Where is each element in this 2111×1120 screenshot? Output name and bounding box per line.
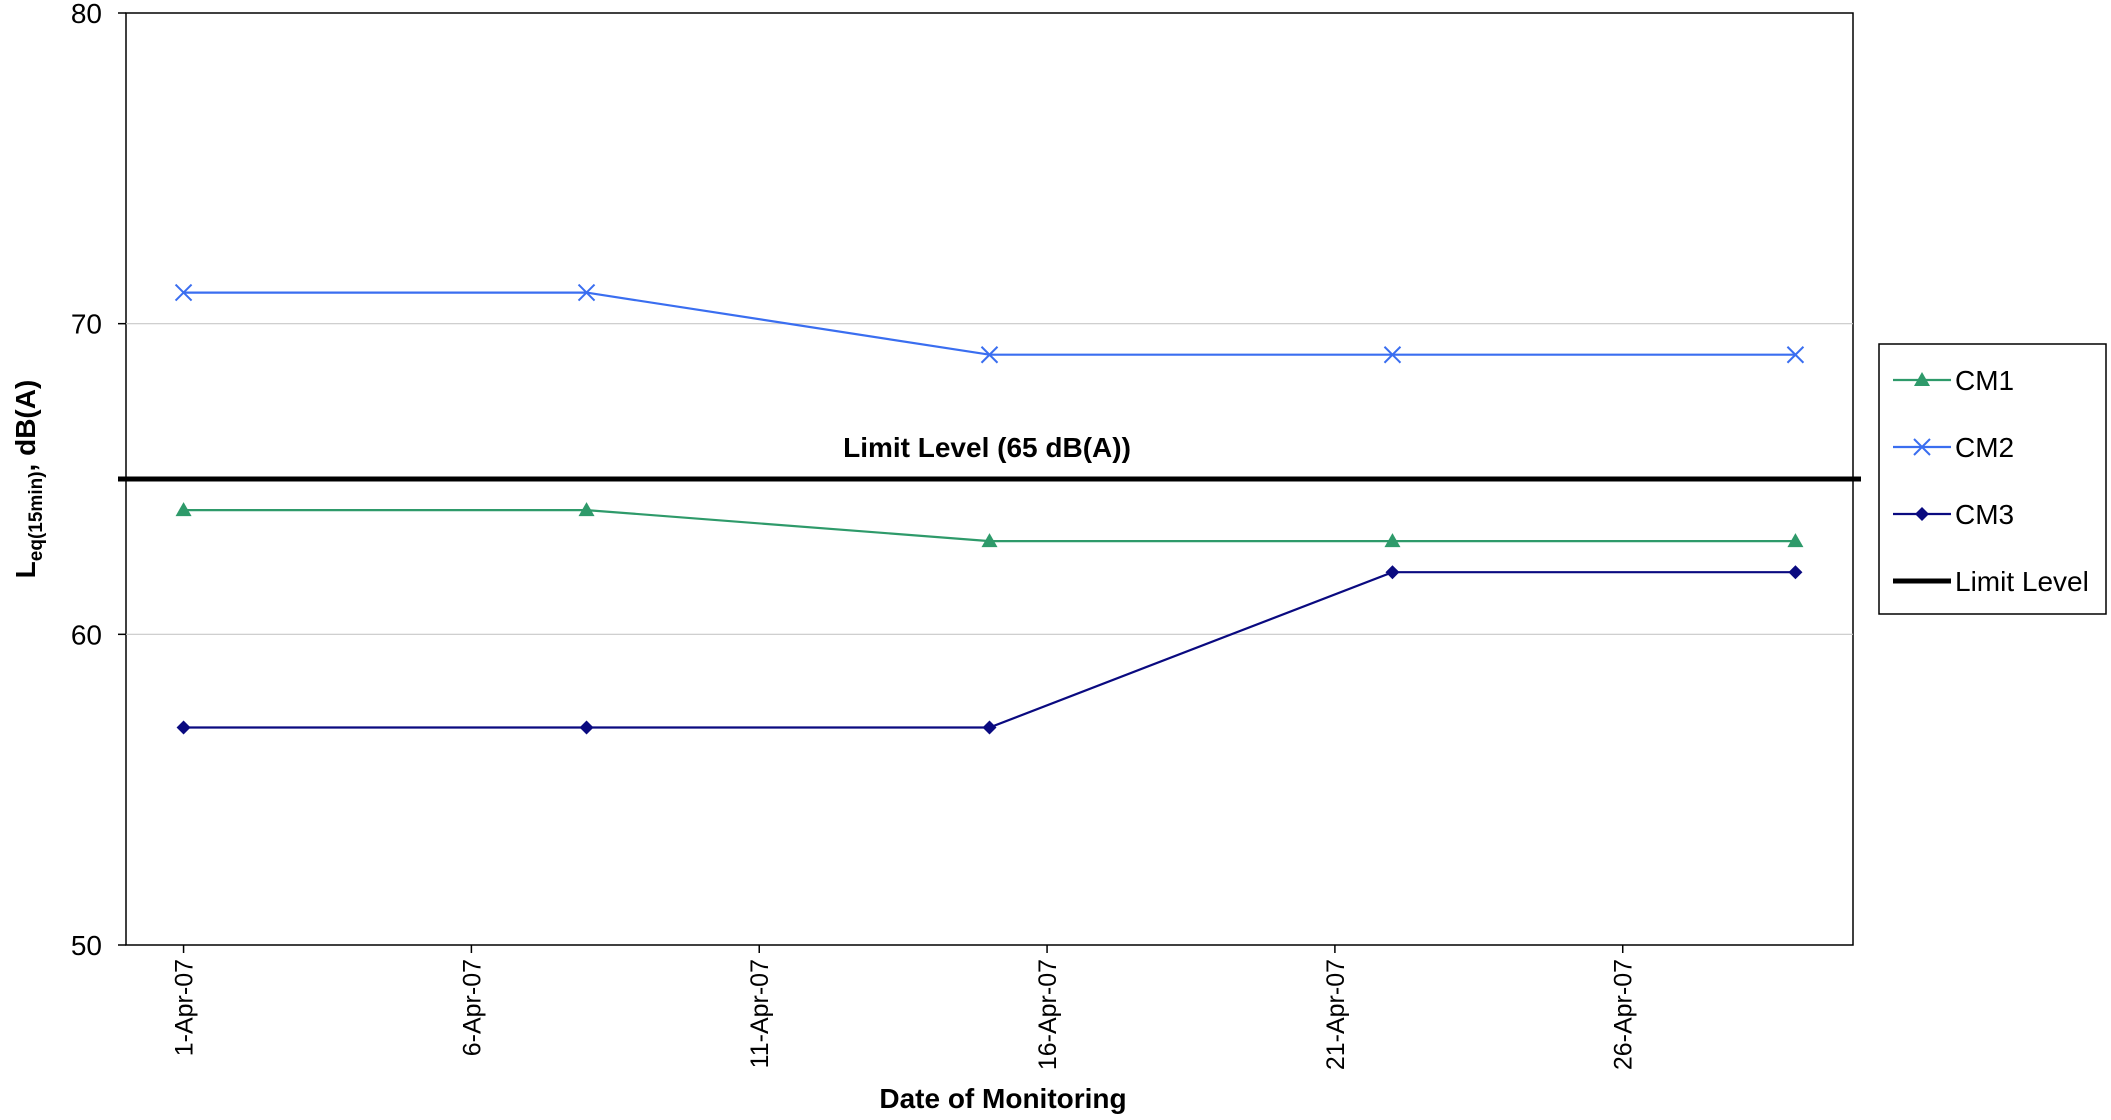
legend-label-cm2: CM2: [1955, 432, 2014, 463]
y-tick-label: 80: [71, 0, 102, 29]
data-point-cm3: [1385, 565, 1400, 580]
x-axis-title: Date of Monitoring: [879, 1083, 1126, 1114]
data-point-cm3: [579, 720, 594, 735]
legend-items: CM1 CM2 CM3 Limit Level: [1893, 365, 2089, 597]
x-tick-label: 16-Apr-07: [1034, 959, 1062, 1070]
gridlines: [126, 323, 1853, 635]
limit-annotation: Limit Level (65 dB(A)): [843, 432, 1131, 463]
data-point-cm2: [174, 283, 193, 302]
data-point-cm2: [1383, 346, 1402, 364]
data-point-cm2: [980, 346, 999, 364]
y-tick-label: 60: [71, 619, 102, 650]
y-axis-title-main: L: [10, 561, 41, 578]
data-point-cm1: [1384, 533, 1401, 548]
x-tick-label: 1-Apr-07: [171, 959, 199, 1056]
legend-marker-cm3: [1915, 507, 1929, 521]
x-tick-label: 26-Apr-07: [1610, 959, 1638, 1070]
legend-marker-cm1: [1914, 372, 1930, 386]
data-point-cm1: [175, 502, 192, 517]
data-point-cm1: [578, 502, 595, 517]
y-tick-label: 70: [71, 309, 102, 340]
y-tick-label: 50: [71, 930, 102, 961]
y-axis-title-unit: , dB(A): [10, 380, 41, 472]
data-point-cm3: [982, 720, 997, 735]
data-point-cm3: [176, 720, 191, 735]
y-axis-title: Leq(15min), dB(A): [10, 380, 47, 579]
x-tick-label: 11-Apr-07: [746, 959, 774, 1068]
data-point-cm2: [577, 283, 596, 302]
data-point-cm1: [981, 533, 998, 548]
data-point-cm1: [1787, 533, 1804, 548]
legend-label-cm1: CM1: [1955, 365, 2014, 396]
legend-label-cm3: CM3: [1955, 499, 2014, 530]
series-group: [174, 283, 1805, 735]
x-axis-ticks: 1-Apr-07 6-Apr-07 11-Apr-07 16-Apr-07 21-Apr…: [171, 945, 1638, 1070]
legend-box: [1878, 343, 2107, 615]
data-point-cm2: [1786, 346, 1805, 364]
legend: CM1 CM2 CM3 Limit Level: [1878, 343, 2107, 615]
y-axis-title-subscript: eq(15min): [26, 471, 47, 561]
data-point-cm3: [1788, 565, 1803, 580]
x-tick-label: 21-Apr-07: [1322, 959, 1350, 1070]
legend-marker-cm2: [1913, 438, 1931, 456]
y-axis-ticks: 50 60 70 80: [71, 0, 126, 961]
x-tick-label: 6-Apr-07: [458, 959, 486, 1056]
legend-label-limit-level: Limit Level: [1955, 566, 2089, 597]
